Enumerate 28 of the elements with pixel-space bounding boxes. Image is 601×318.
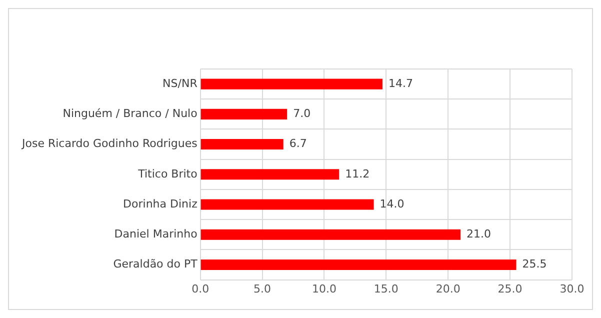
y-tick-label: Ninguém / Branco / Nulo [62,107,198,120]
data-label: 14.7 [388,76,413,90]
x-tick-label: 20.0 [436,282,460,296]
x-tick-label: 10.0 [312,282,336,296]
data-label: 7.0 [293,107,311,120]
bar [200,108,288,120]
data-label: 25.5 [522,258,547,271]
x-tick-label: 5.0 [254,282,272,296]
x-tick-label: 30.0 [560,282,584,296]
y-tick-label: Titico Brito [137,167,198,180]
bar [200,78,382,90]
bar [200,199,374,210]
bar [200,229,461,240]
y-tick-label: NS/NR [162,76,198,90]
data-label: 11.2 [345,167,370,180]
y-tick-label: Jose Ricardo Godinho Rodrigues [20,137,198,150]
bar [200,259,516,270]
data-label: 21.0 [466,227,492,240]
x-tick-label: 15.0 [374,282,398,296]
bar [200,139,284,150]
y-tick-label: Daniel Marinho [114,227,198,240]
data-label: 14.0 [380,197,404,210]
bar [200,169,340,180]
x-tick-label: 0.0 [192,282,210,296]
data-label: 6.7 [289,137,307,150]
y-tick-label: Dorinha Diniz [123,197,198,210]
x-tick-label: 25.0 [498,282,522,296]
y-tick-label: Geraldão do PT [113,258,198,271]
